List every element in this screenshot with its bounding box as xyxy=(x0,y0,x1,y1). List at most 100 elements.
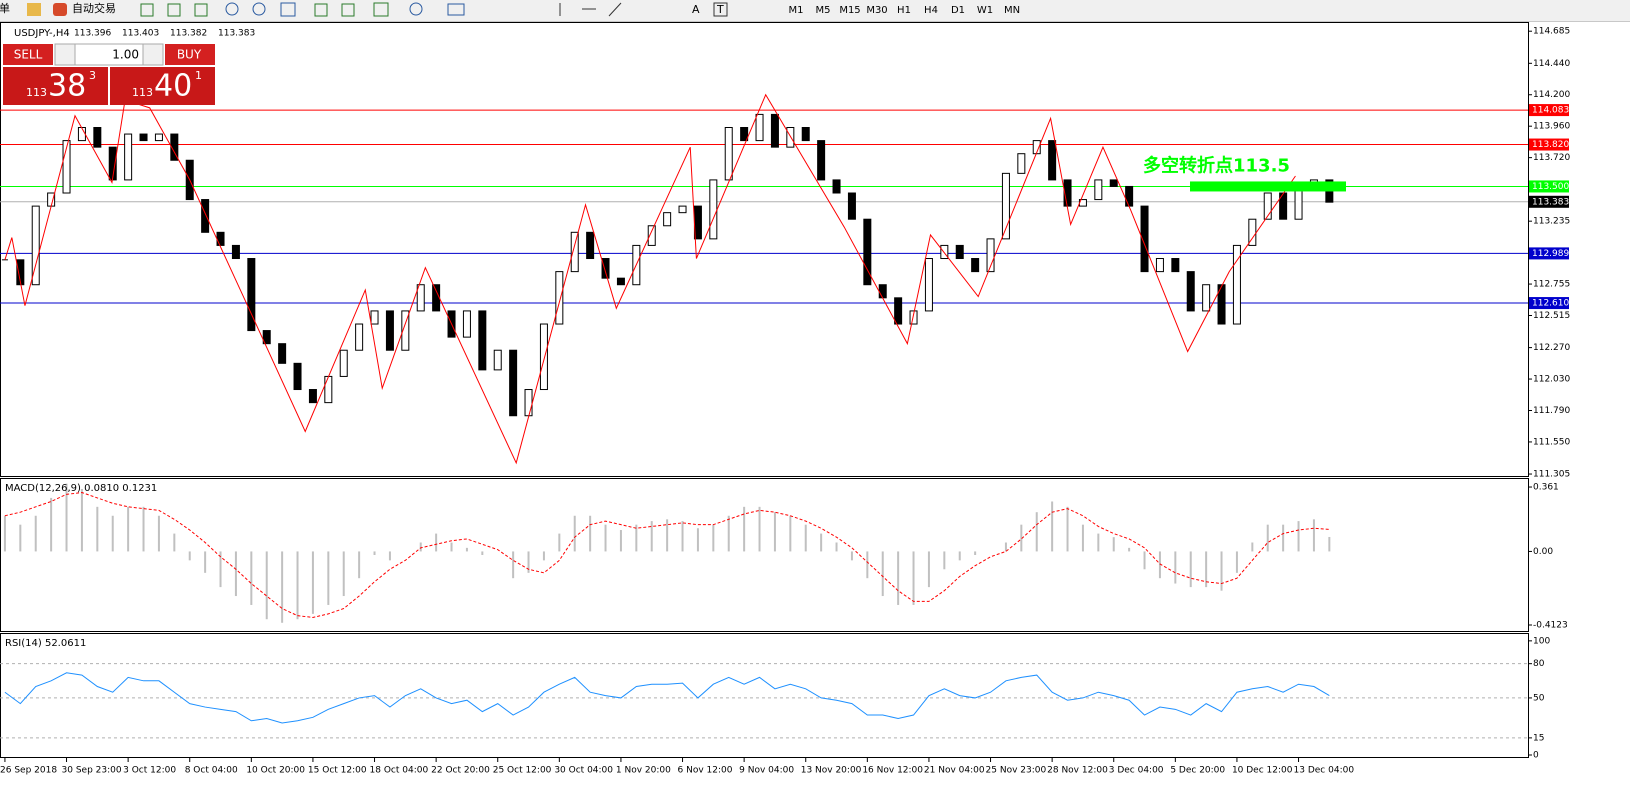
sell-button[interactable] xyxy=(3,44,53,65)
candle xyxy=(401,310,410,351)
candle xyxy=(308,389,317,404)
candle xyxy=(1155,258,1164,273)
x-tick-label: 13 Dec 04:00 xyxy=(1294,766,1355,776)
candle xyxy=(1171,258,1180,273)
y-tick-label: 0 xyxy=(1533,751,1539,761)
candle xyxy=(1232,244,1241,325)
candle xyxy=(247,258,256,332)
candle xyxy=(555,271,564,325)
timeframe-button[interactable]: H4 xyxy=(924,5,938,16)
y-tick-label: 15 xyxy=(1533,733,1544,743)
chart-header: USDJPY-,H4 113.396 113.403 113.382 113.383 xyxy=(14,28,255,39)
histogram-bar xyxy=(1004,542,1007,552)
lot-up[interactable] xyxy=(142,43,164,66)
candle xyxy=(31,205,40,286)
histogram-bar xyxy=(1312,519,1315,552)
histogram-bar xyxy=(1143,551,1146,570)
buy-button[interactable] xyxy=(165,44,215,65)
histogram-bar xyxy=(111,515,114,552)
histogram-bar xyxy=(1174,551,1177,584)
histogram-bar xyxy=(96,506,99,552)
histogram-bar xyxy=(943,551,946,570)
candle xyxy=(1094,179,1103,201)
timeframe-button[interactable]: M1 xyxy=(789,5,804,16)
candle xyxy=(801,127,810,142)
candle xyxy=(724,127,733,181)
lot-value: 1.00 xyxy=(112,48,139,62)
macd-title: MACD(12,26,9) 0.0810 0.1231 xyxy=(5,483,157,494)
histogram-bar xyxy=(881,551,884,597)
candle xyxy=(524,389,533,417)
x-tick-label: 8 Oct 04:00 xyxy=(185,766,238,776)
bid-box[interactable] xyxy=(3,67,108,105)
chart-title: USDJPY-,H4 xyxy=(14,28,70,39)
y-tick-label: 112.270 xyxy=(1533,343,1570,353)
candle xyxy=(62,140,71,194)
toolbar-icons xyxy=(140,2,728,17)
candle xyxy=(878,284,887,299)
histogram-bar xyxy=(142,506,145,552)
timeframe-button[interactable]: H1 xyxy=(897,5,911,16)
histogram-bar xyxy=(727,515,730,552)
x-tick-label: 6 Nov 12:00 xyxy=(678,766,733,776)
text-tool[interactable]: A xyxy=(692,3,700,16)
histogram-bar xyxy=(3,515,6,552)
histogram-bar xyxy=(743,506,746,552)
lot-down[interactable] xyxy=(54,43,76,66)
candle xyxy=(462,310,471,338)
auto-trading-button[interactable]: 自动交易 xyxy=(72,1,116,15)
candle xyxy=(355,323,364,351)
histogram-bar xyxy=(604,524,607,552)
candle xyxy=(1048,140,1057,181)
orders-button[interactable]: 订单 xyxy=(0,2,10,15)
bid-big: 38 xyxy=(48,69,86,104)
candle xyxy=(847,192,856,220)
level-label-bg xyxy=(1529,180,1569,193)
price-chart: 114.685 114.440 114.200 113.960 113.720 113.2… xyxy=(0,27,1570,776)
icon[interactable] xyxy=(27,3,41,16)
y-tick-label: 113.235 xyxy=(1533,217,1570,227)
x-tick-label: 9 Nov 04:00 xyxy=(739,766,794,776)
label-tool[interactable]: T xyxy=(716,3,724,16)
histogram-bar xyxy=(558,533,561,552)
histogram-bar xyxy=(619,530,622,552)
timeframe-button[interactable]: MN xyxy=(1004,5,1020,16)
timeframe-button[interactable]: M30 xyxy=(866,5,887,16)
ask-box[interactable] xyxy=(110,67,215,105)
histogram-bar xyxy=(1220,551,1223,591)
timeframe-button[interactable]: M15 xyxy=(839,5,860,16)
y-tick-label: 113.720 xyxy=(1533,153,1570,163)
histogram-bar xyxy=(542,551,545,561)
candle xyxy=(77,127,86,142)
histogram-bar xyxy=(527,551,530,573)
histogram-bar xyxy=(1282,524,1285,552)
histogram-bar xyxy=(1251,542,1254,552)
histogram-bar xyxy=(958,551,961,561)
candle xyxy=(1001,172,1010,240)
rsi-line xyxy=(4,672,1330,724)
histogram-bar xyxy=(219,551,222,588)
timeframe-button[interactable]: D1 xyxy=(951,5,965,16)
histogram-bar xyxy=(34,515,37,552)
histogram-bar xyxy=(19,524,22,552)
candle xyxy=(786,127,795,148)
level-label: 113.383 xyxy=(1532,197,1569,207)
histogram-bar xyxy=(1189,551,1192,588)
y-tick-label: 0.00 xyxy=(1533,547,1553,557)
candle xyxy=(1202,284,1211,312)
timeframe-button[interactable]: W1 xyxy=(977,5,993,16)
timeframe-button[interactable]: M5 xyxy=(816,5,831,16)
candle xyxy=(1248,218,1257,246)
histogram-bar xyxy=(265,551,268,620)
candle xyxy=(1109,179,1118,187)
candle xyxy=(709,179,718,240)
x-tick-label: 1 Nov 20:00 xyxy=(616,766,671,776)
histogram-bar xyxy=(912,551,915,605)
x-tick-label: 18 Oct 04:00 xyxy=(370,766,429,776)
candle xyxy=(940,244,949,260)
histogram-bar xyxy=(65,483,68,552)
candle xyxy=(924,258,933,312)
histogram-bar xyxy=(188,551,191,561)
icon[interactable] xyxy=(53,3,67,16)
candle xyxy=(432,284,441,312)
